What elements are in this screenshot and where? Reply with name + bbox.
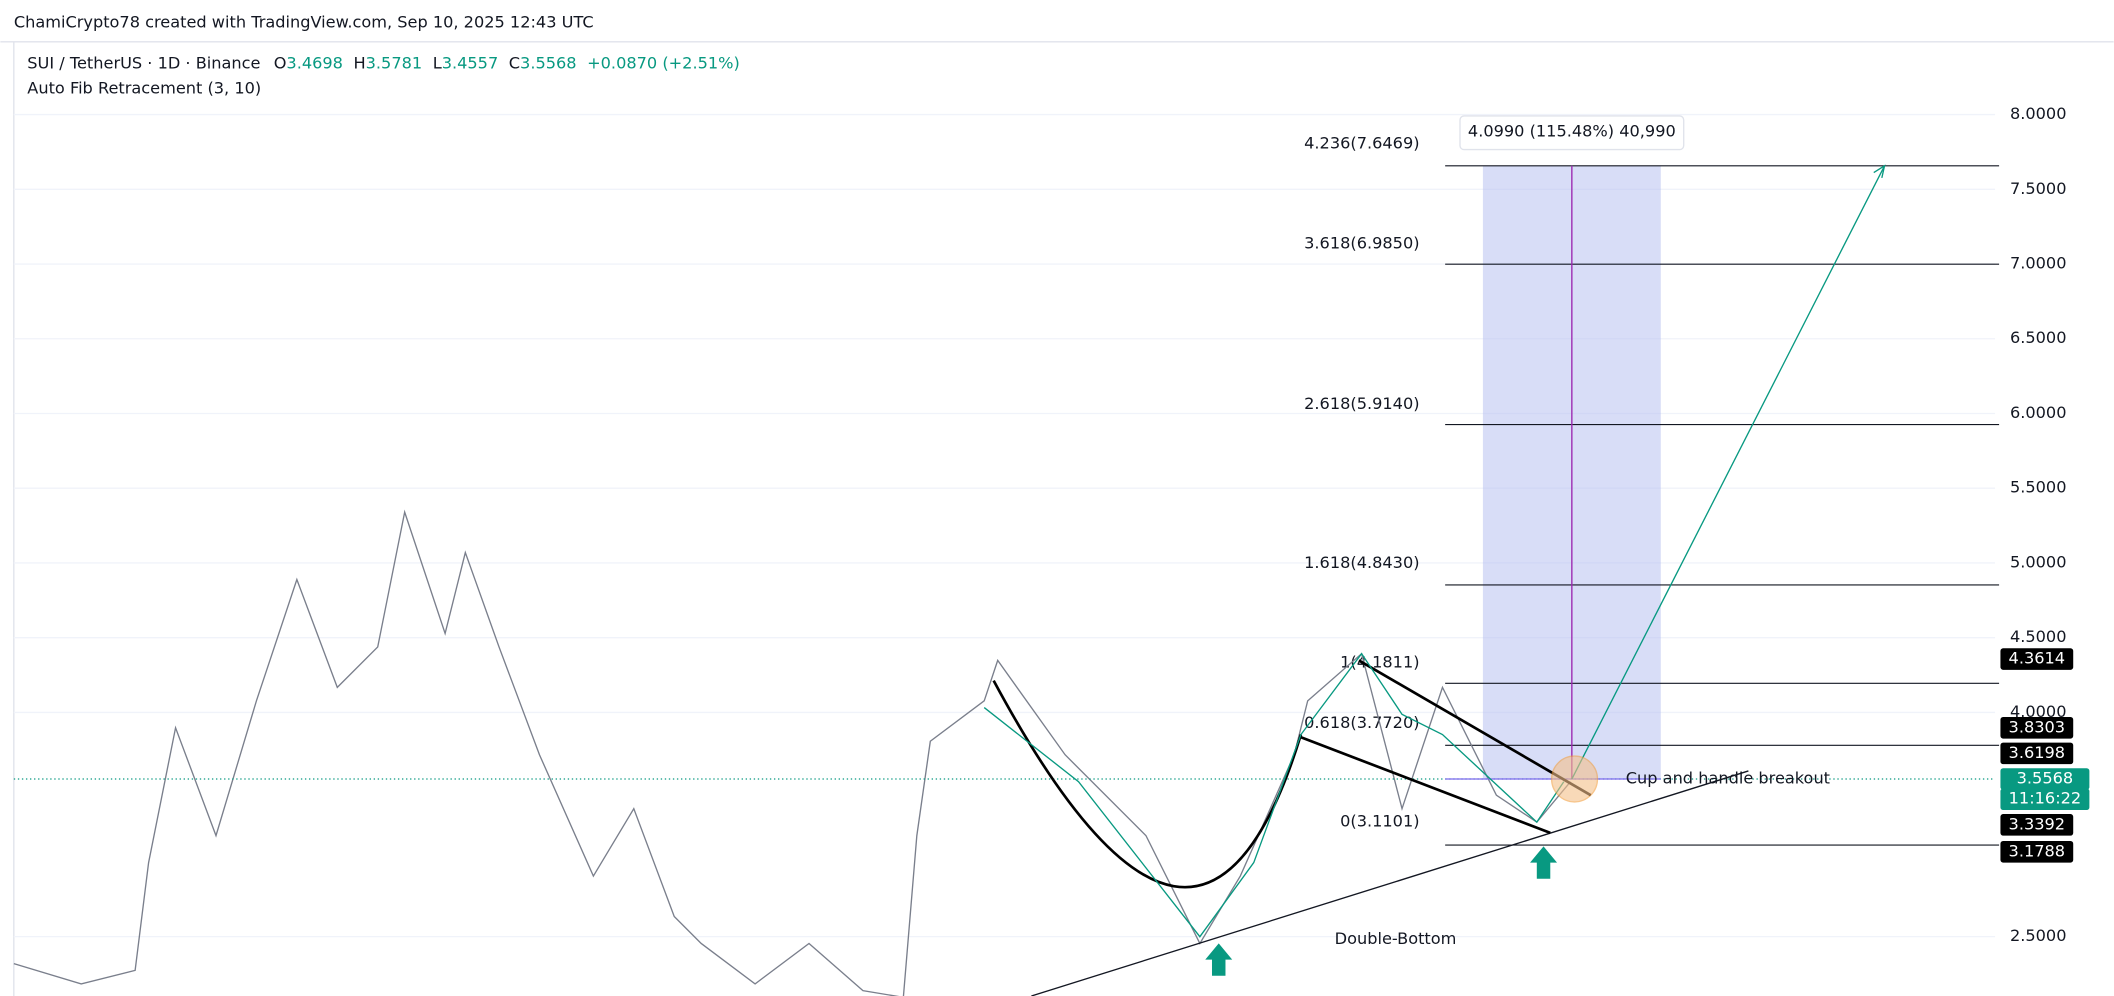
target-arrowhead [1873,164,1886,179]
badge-label: 3.8303 [2009,717,2066,736]
price-axis: 8.0000 7.5000 7.0000 6.5000 6.0000 5.5000 5.00… [2010,104,2067,945]
h-label: H [353,53,365,72]
fib-levels: 4.236(7.6469) 3.618(6.9850) 2.618(5.9140) 1… [1304,134,2000,846]
measure-box [1459,115,1685,151]
badge-label: 3.3392 [2009,814,2066,833]
badge-label: 3.6198 [2009,743,2066,762]
fib-label: 0(3.1101) [1340,812,1419,831]
axis-label: 7.5000 [2010,179,2067,198]
support-trendline [1031,770,1749,996]
up-arrow [1530,846,1558,879]
low: 3.4557 [442,53,499,72]
axis-label: 4.0000 [2010,702,2067,721]
price-badge [2000,841,2074,863]
axis-label: 5.5000 [2010,478,2067,497]
annotation: Cup and handle breakout [1626,769,1830,788]
fib-label: 4.236(7.6469) [1304,134,1419,153]
axis-label: 4.5000 [2010,627,2067,646]
breakout-circle [1550,755,1599,803]
price-badge [2000,788,2090,811]
c-label: C [509,53,520,72]
l-label: L [433,53,442,72]
fib-label: 3.618(6.9850) [1304,233,1419,252]
axis-label: 6.5000 [2010,328,2067,347]
badge-label: 3.1788 [2009,841,2066,860]
axis-label: 2.5000 [2010,926,2067,945]
axis-label: 5.0000 [2010,552,2067,571]
zigzag [983,652,1565,938]
high: 3.5781 [366,53,423,72]
indicator: Auto Fib Retracement (3, 10) [27,78,261,97]
fib-label: 0.618(3.7720) [1304,713,1419,732]
open: 3.4698 [286,53,343,72]
cup-curve [992,679,1303,889]
wedge-lower [1300,735,1551,835]
badge-label: 4.3614 [2009,649,2066,668]
axis-label: 7.0000 [2010,254,2067,273]
change: +0.0870 (+2.51%) [587,53,740,72]
fib-label: 1(4.1811) [1340,653,1419,672]
grid [13,113,1996,938]
legend-line: SUI / TetherUS · 1D · Binance O3.4698 H3… [27,53,739,72]
header-title: ChamiCrypto78 created with TradingView.c… [14,12,594,31]
price-badge [2000,648,2074,670]
measure-label: 4.0990 (115.48%) 40,990 [1468,122,1676,141]
fib-label: 1.618(4.8430) [1304,553,1419,572]
close: 3.5568 [520,53,577,72]
axis-label: 6.0000 [2010,403,2067,422]
badge-label: 3.5568 [2017,769,2074,788]
axis-label: 8.0000 [2010,104,2067,123]
fib-label: 2.618(5.9140) [1304,394,1419,413]
o-label: O [274,53,287,72]
price-path [13,509,1572,996]
target-arrow [1571,165,1886,780]
price-badge [2000,768,2090,790]
symbol: SUI / TetherUS · 1D · Binance [27,53,260,72]
price-badge [2000,717,2074,739]
badge-label: 11:16:22 [2009,789,2082,808]
price-badge [2000,814,2074,836]
price-badge [2000,742,2074,765]
annotation: Double-Bottom [1335,929,1457,948]
